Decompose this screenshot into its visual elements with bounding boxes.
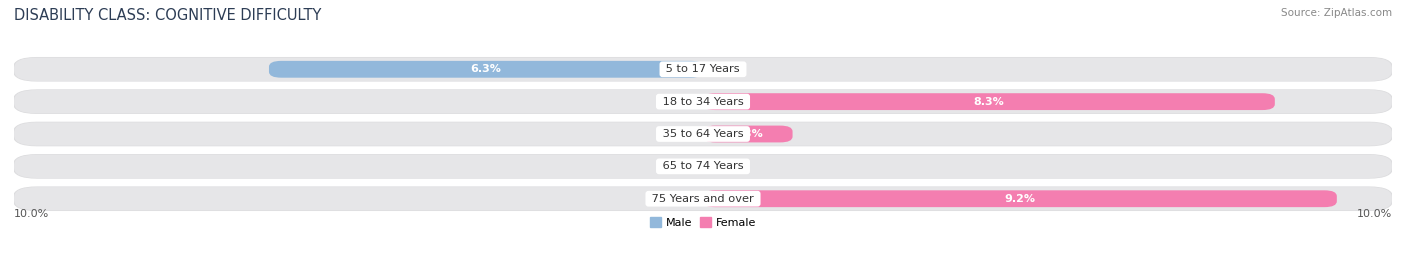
Text: 35 to 64 Years: 35 to 64 Years (659, 129, 747, 139)
FancyBboxPatch shape (14, 58, 1392, 81)
FancyBboxPatch shape (14, 187, 1392, 210)
FancyBboxPatch shape (13, 187, 1393, 211)
Text: 6.3%: 6.3% (471, 64, 502, 74)
Text: 1.3%: 1.3% (733, 129, 763, 139)
Text: 0.0%: 0.0% (716, 161, 744, 171)
Text: 65 to 74 Years: 65 to 74 Years (659, 161, 747, 171)
Legend: Male, Female: Male, Female (650, 217, 756, 228)
FancyBboxPatch shape (14, 122, 1392, 146)
Text: 10.0%: 10.0% (14, 209, 49, 219)
FancyBboxPatch shape (703, 126, 793, 142)
Text: 18 to 34 Years: 18 to 34 Years (659, 97, 747, 107)
Text: 75 Years and over: 75 Years and over (648, 194, 758, 204)
Text: 8.3%: 8.3% (973, 97, 1004, 107)
Text: 0.0%: 0.0% (716, 64, 744, 74)
FancyBboxPatch shape (14, 155, 1392, 178)
Text: Source: ZipAtlas.com: Source: ZipAtlas.com (1281, 8, 1392, 18)
FancyBboxPatch shape (269, 61, 703, 78)
FancyBboxPatch shape (13, 89, 1393, 114)
Text: 0.0%: 0.0% (662, 97, 690, 107)
FancyBboxPatch shape (13, 57, 1393, 81)
FancyBboxPatch shape (703, 190, 1337, 207)
FancyBboxPatch shape (13, 122, 1393, 146)
Text: 5 to 17 Years: 5 to 17 Years (662, 64, 744, 74)
Text: 10.0%: 10.0% (1357, 209, 1392, 219)
Text: 0.0%: 0.0% (662, 129, 690, 139)
Text: 9.2%: 9.2% (1004, 194, 1035, 204)
Text: 0.0%: 0.0% (662, 194, 690, 204)
FancyBboxPatch shape (14, 90, 1392, 113)
Text: 0.0%: 0.0% (662, 161, 690, 171)
Text: DISABILITY CLASS: COGNITIVE DIFFICULTY: DISABILITY CLASS: COGNITIVE DIFFICULTY (14, 8, 322, 23)
FancyBboxPatch shape (703, 93, 1275, 110)
FancyBboxPatch shape (13, 154, 1393, 179)
